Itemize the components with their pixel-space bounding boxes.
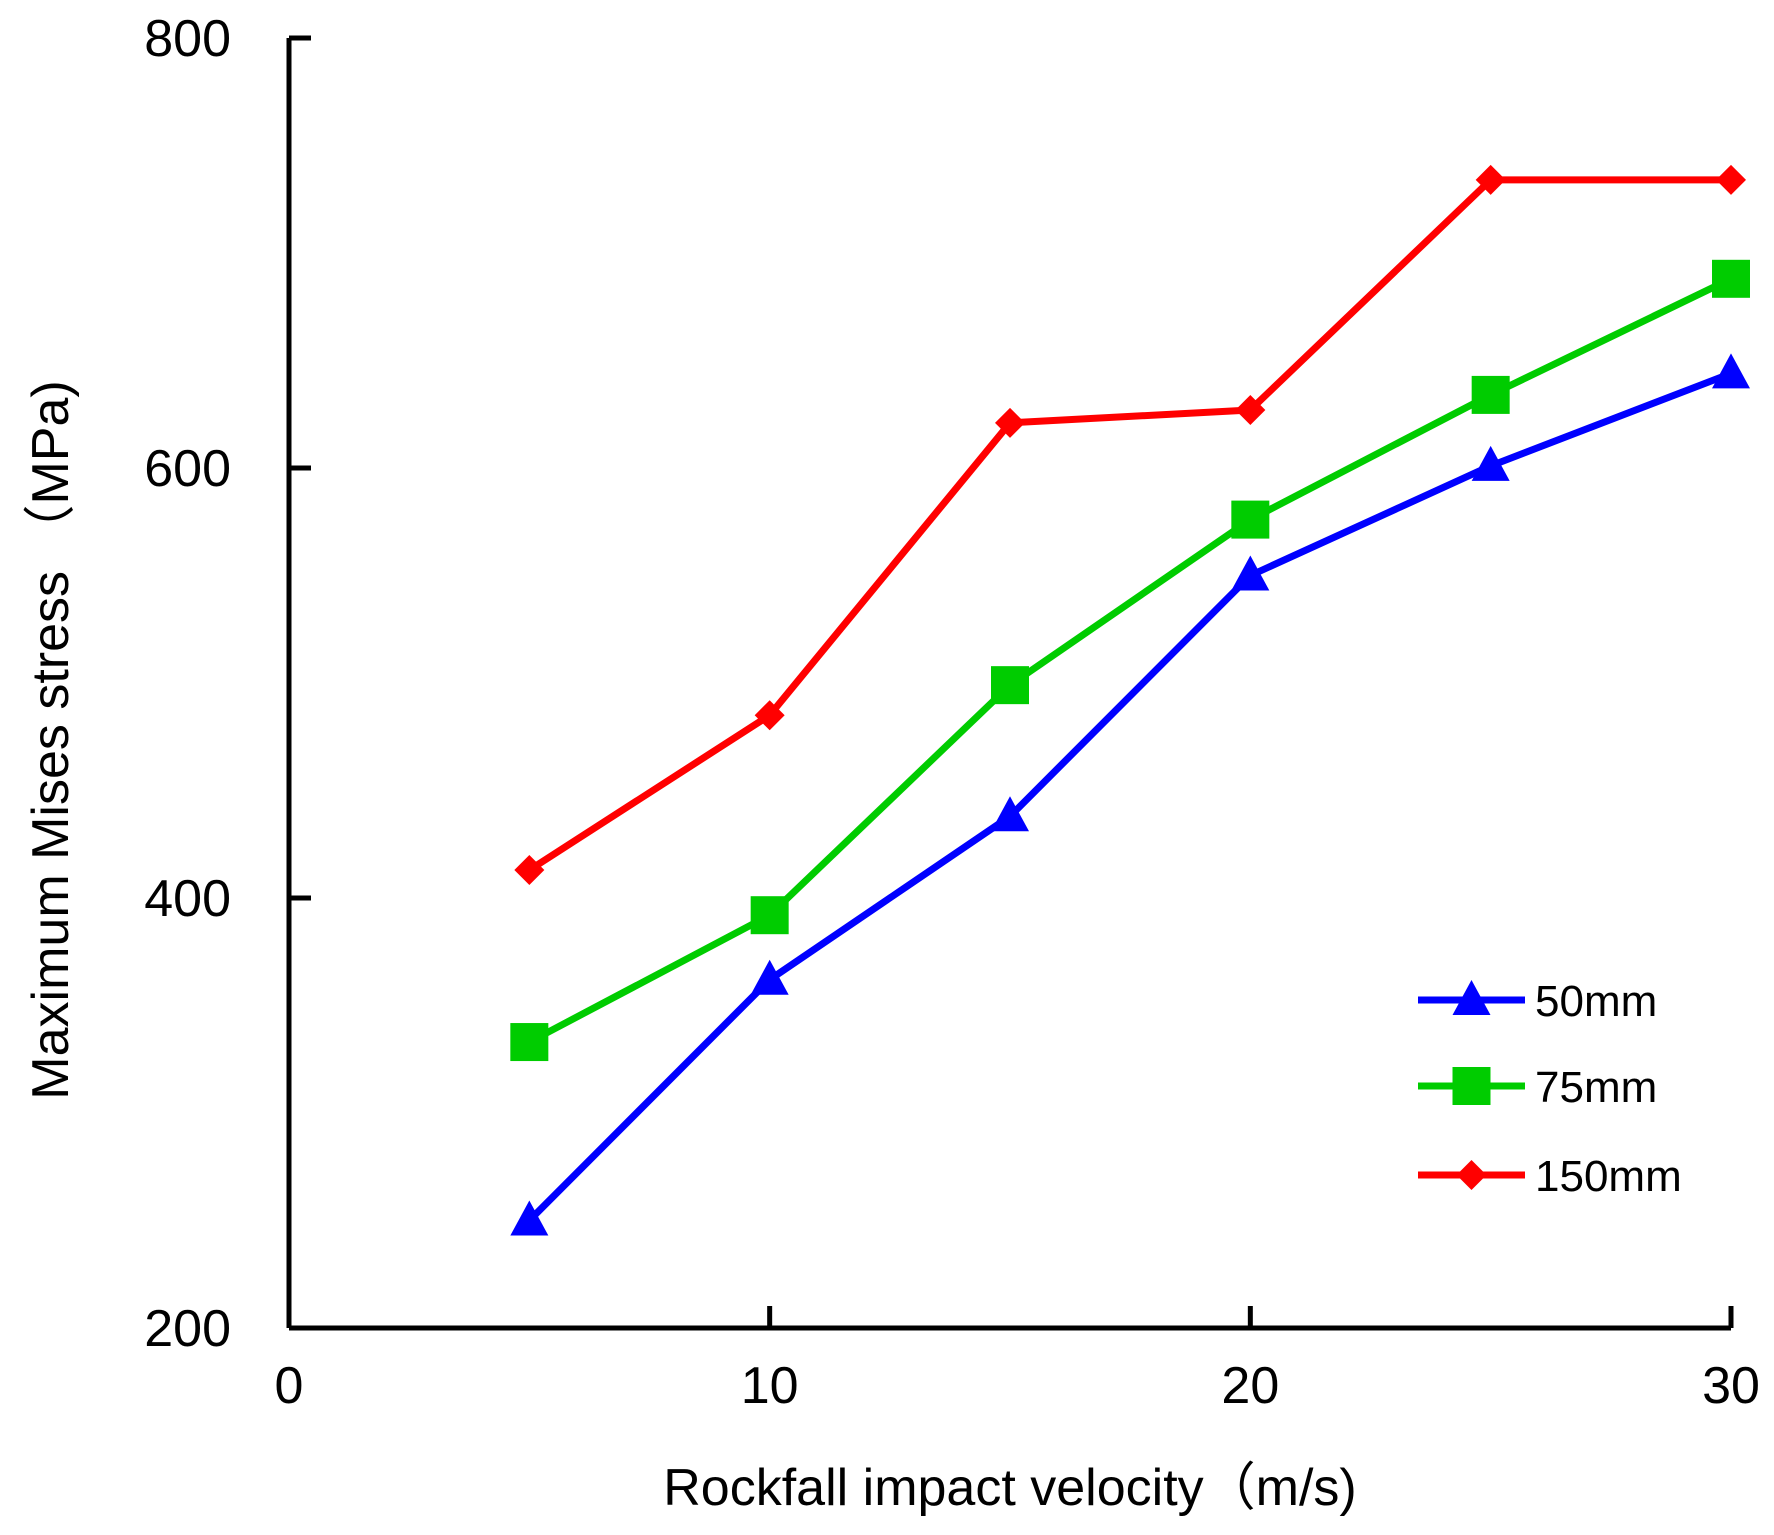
y-tick-label: 400 (144, 870, 231, 928)
y-axis-title: Maximum Mises stress （MPa) (22, 380, 80, 1099)
y-tick-label: 600 (144, 440, 231, 498)
y-tick-label: 800 (144, 10, 231, 68)
ticks: 200 400 600 800 0 10 20 30 (144, 10, 1760, 1415)
data-point-75mm (991, 666, 1029, 705)
data-point-150mm (995, 407, 1025, 438)
data-point-50mm (991, 796, 1029, 832)
legend-item-75mm: 75mm (1418, 1063, 1657, 1112)
legend-marker (1452, 1067, 1491, 1105)
x-tick-label: 0 (275, 1357, 304, 1415)
series (510, 164, 1750, 1236)
data-point-150mm (514, 855, 545, 886)
data-point-150mm (1475, 164, 1506, 195)
legend: 50mm 75mm 150mm (1418, 977, 1682, 1201)
data-point-50mm (510, 1200, 549, 1236)
axes (286, 38, 1731, 1331)
legend-label: 150mm (1535, 1152, 1682, 1201)
data-point-150mm (1235, 394, 1266, 425)
legend-label: 50mm (1535, 977, 1657, 1026)
data-point-50mm (1712, 353, 1750, 389)
legend-label: 75mm (1535, 1063, 1657, 1112)
series-50mm (510, 353, 1750, 1236)
x-tick-label: 20 (1221, 1357, 1279, 1415)
legend-marker (1452, 980, 1491, 1015)
data-point-50mm (1231, 555, 1270, 591)
data-point-75mm (1712, 259, 1750, 298)
x-tick-label: 30 (1702, 1357, 1760, 1415)
series-line-50mm (525, 369, 1735, 1224)
legend-item-150mm: 150mm (1418, 1152, 1682, 1201)
legend-item-50mm: 50mm (1418, 977, 1657, 1026)
axis-titles: Rockfall impact velocity（m/s) Maximum Mi… (22, 380, 1357, 1517)
x-axis-title: Rockfall impact velocity（m/s) (663, 1459, 1356, 1517)
data-point-150mm (1716, 164, 1746, 195)
data-point-75mm (510, 1023, 549, 1062)
data-point-50mm (1471, 445, 1510, 481)
series-line-150mm (525, 176, 1735, 874)
data-point-75mm (1231, 500, 1270, 539)
data-point-75mm (750, 896, 789, 935)
data-point-75mm (1471, 375, 1510, 414)
data-point-150mm (754, 700, 785, 731)
series-75mm (510, 259, 1750, 1062)
x-tick-label: 10 (741, 1357, 799, 1415)
series-line-75mm (525, 275, 1735, 1046)
y-tick-label: 200 (144, 1300, 231, 1358)
data-point-50mm (750, 959, 789, 995)
series-150mm (514, 164, 1746, 886)
legend-marker (1456, 1160, 1487, 1190)
